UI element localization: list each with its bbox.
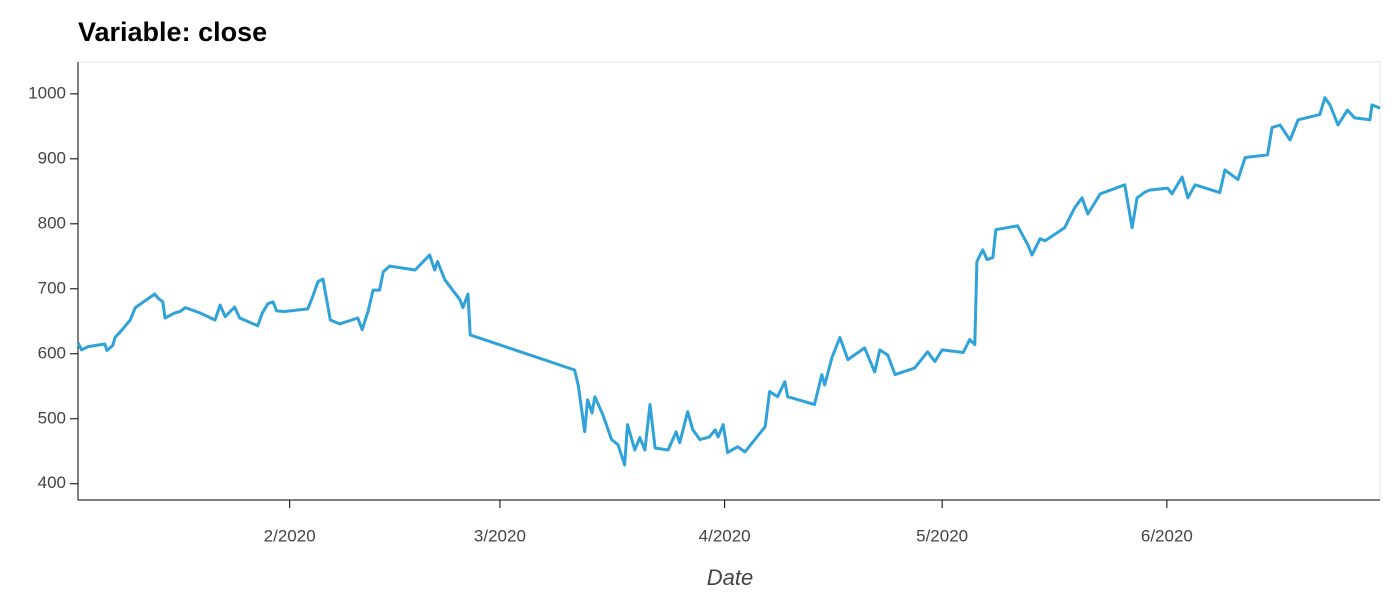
x-tick-label: 5/2020 xyxy=(916,526,968,545)
x-tick-label: 3/2020 xyxy=(474,526,526,545)
x-tick-label: 6/2020 xyxy=(1141,526,1193,545)
x-tick-label: 2/2020 xyxy=(264,526,316,545)
chart-title: Variable: close xyxy=(78,17,267,47)
data-line xyxy=(76,96,1381,467)
y-tick-label: 700 xyxy=(38,278,66,297)
y-tick-label: 1000 xyxy=(28,83,66,102)
x-axis-label: Date xyxy=(707,565,753,590)
x-tick-label: 4/2020 xyxy=(699,526,751,545)
plot-frame xyxy=(77,61,1381,501)
y-tick-label: 900 xyxy=(38,148,66,167)
y-tick-label: 800 xyxy=(38,213,66,232)
y-tick-label: 400 xyxy=(38,473,66,492)
y-tick-label: 500 xyxy=(38,408,66,427)
y-tick-label: 600 xyxy=(38,343,66,362)
